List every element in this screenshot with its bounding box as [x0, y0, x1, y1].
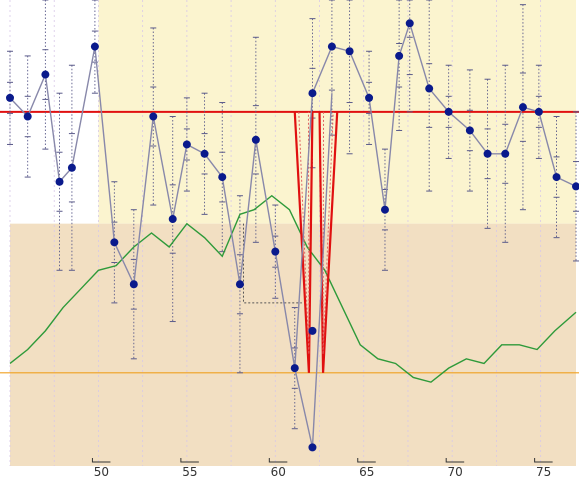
data-point [444, 107, 453, 116]
data-point [129, 280, 138, 289]
data-point [518, 103, 527, 112]
x-tick-label: 70 [448, 465, 463, 479]
data-point [41, 70, 50, 79]
data-point [365, 93, 374, 102]
data-point [345, 47, 354, 56]
x-tick-label: 65 [359, 465, 374, 479]
data-point [90, 42, 99, 51]
funnel-annotation [293, 111, 314, 373]
data-point [271, 247, 280, 256]
background-zone-lower [10, 223, 576, 466]
x-tick-mark [268, 458, 288, 463]
data-point [552, 173, 561, 182]
data-point [290, 364, 299, 373]
x-tick-label: 50 [94, 465, 109, 479]
data-point [308, 89, 317, 98]
green-series-line [9, 194, 577, 383]
data-point [55, 177, 64, 186]
main-series-rise [311, 93, 333, 448]
data-point [380, 205, 389, 214]
data-point [425, 84, 434, 93]
data-point [501, 149, 510, 158]
data-point [6, 93, 14, 102]
x-tick-label: 75 [536, 465, 551, 479]
data-point [308, 326, 317, 335]
x-tick-mark [91, 458, 111, 463]
data-point [327, 42, 336, 51]
data-point [149, 112, 158, 121]
x-tick-label: 60 [271, 465, 286, 479]
data-point [200, 149, 209, 158]
data-point [405, 19, 414, 28]
x-tick-mark [534, 458, 553, 463]
data-point [483, 149, 492, 158]
main-series-drop [294, 367, 314, 448]
data-point [465, 126, 474, 135]
data-point [572, 182, 579, 191]
x-tick-mark [180, 458, 199, 463]
funnel-annotation [318, 111, 339, 373]
data-point [218, 173, 227, 182]
data-point [182, 140, 191, 149]
x-tick-mark [357, 458, 376, 463]
x-tick-mark [445, 458, 465, 463]
funnel-inner [298, 111, 310, 355]
x-tick-label: 55 [182, 465, 197, 479]
data-point [23, 112, 32, 121]
data-point [168, 215, 177, 224]
funnel-inner [322, 111, 334, 355]
data-point [67, 163, 76, 172]
data-point [534, 107, 543, 116]
data-point [251, 135, 260, 144]
data-point [110, 238, 119, 247]
data-point [395, 51, 404, 60]
data-point [235, 280, 244, 289]
data-point [308, 443, 317, 452]
